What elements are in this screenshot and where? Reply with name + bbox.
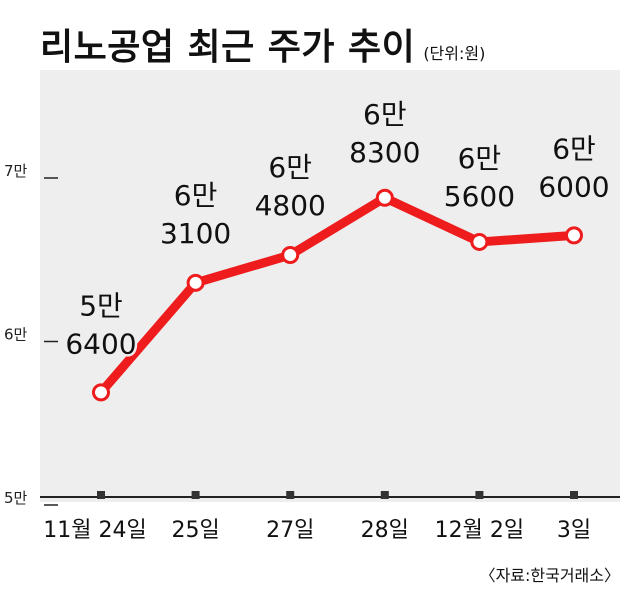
title-block: 리노공업 최근 주가 추이 (단위:원) <box>40 18 485 70</box>
data-label-man: 6만 <box>363 98 407 131</box>
data-point <box>470 232 489 251</box>
data-label-man: 6만 <box>552 132 596 165</box>
data-label-man: 5만 <box>79 289 123 322</box>
x-tick-mark <box>286 491 295 499</box>
data-point <box>565 226 583 245</box>
x-tick-label: 11월 24일 <box>43 518 146 543</box>
x-tick-mark <box>97 491 105 499</box>
data-point <box>281 246 300 265</box>
series-line <box>96 193 579 397</box>
x-tick-label: 25일 <box>171 518 219 543</box>
data-label-value: 5600 <box>444 180 515 213</box>
data-label-value: 8300 <box>349 136 420 169</box>
data-label-man: 6만 <box>268 151 312 184</box>
data-label-man: 6만 <box>458 142 502 175</box>
x-tick-mark <box>570 491 578 499</box>
y-tick-label: 6만 <box>4 326 28 344</box>
data-label-value: 3100 <box>160 217 231 250</box>
data-label-value: 4800 <box>255 189 326 222</box>
x-tick-mark <box>475 491 484 499</box>
x-tick-label: 28일 <box>361 518 409 543</box>
data-point <box>186 273 205 292</box>
y-tick-label: 7만 <box>4 162 28 180</box>
data-point <box>375 188 394 207</box>
x-tick-label: 27일 <box>266 518 314 543</box>
data-label-value: 6000 <box>538 170 609 203</box>
chart-title: 리노공업 최근 주가 추이 <box>40 27 416 68</box>
x-tick-label: 3일 <box>557 518 591 543</box>
y-tick-label: 5만 <box>4 489 28 507</box>
data-point <box>92 383 110 402</box>
unit-label: (단위:원) <box>423 44 486 63</box>
source-note: 〈자료:한국거래소〉 <box>479 566 620 585</box>
plot-panel <box>40 70 620 502</box>
data-label-value: 6400 <box>65 327 136 360</box>
x-tick-mark <box>380 491 389 499</box>
x-tick-label: 12월 2일 <box>435 518 524 543</box>
data-label-man: 6만 <box>174 179 218 212</box>
x-tick-mark <box>191 491 200 499</box>
